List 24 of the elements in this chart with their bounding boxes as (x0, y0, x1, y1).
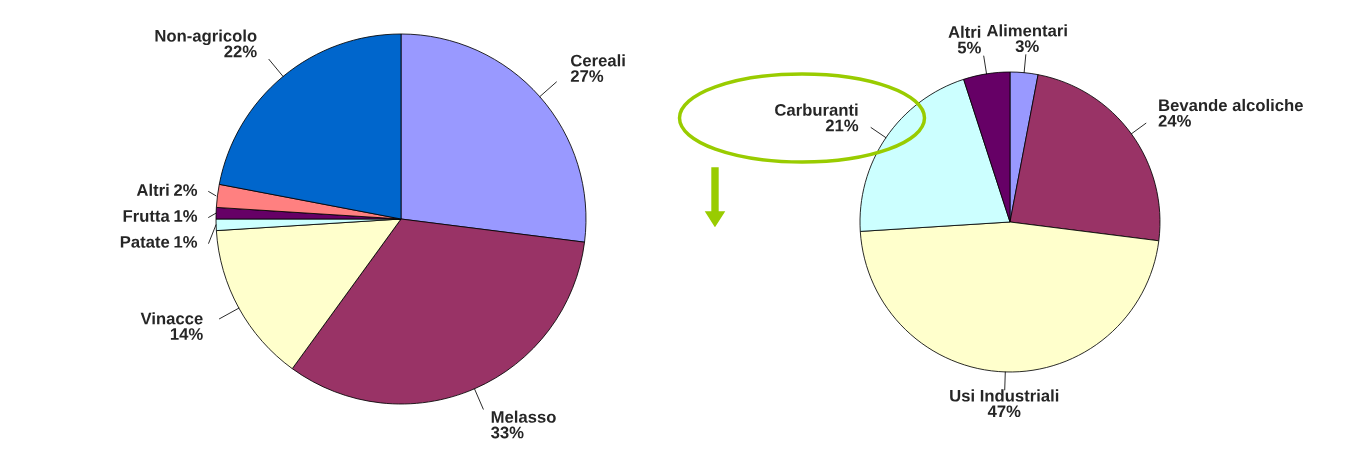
data-label: 33% (491, 426, 524, 439)
slice-label: Melasso (491, 410, 556, 423)
slice-label: Altri (136, 183, 169, 196)
data-label: 21% (825, 119, 859, 132)
data-label: 27% (570, 70, 604, 82)
data-label: 3% (1015, 40, 1039, 53)
slice-label: Altri (948, 25, 981, 38)
slice-label: Bevande alcoliche (1159, 98, 1303, 112)
slice-label: Alimentari (986, 24, 1067, 37)
slice-label: Carburanti (775, 103, 858, 116)
slice-label: Usi Industriali (950, 389, 1059, 402)
data-label: 24% (1158, 114, 1191, 127)
slice-label: Non-agricolo (155, 29, 257, 46)
slice-label: Vinacce (140, 312, 203, 325)
slice-label: Cereali (570, 54, 625, 67)
slice-label: Frutta (123, 210, 170, 222)
data-label: 5% (957, 41, 981, 54)
slice-label: Patate (120, 236, 170, 248)
data-label: 2% (174, 184, 198, 196)
data-label: 1% (174, 236, 198, 248)
data-label: 22% (224, 45, 257, 58)
data-label: 14% (170, 328, 203, 340)
data-label: 1% (174, 210, 198, 222)
data-label: 47% (987, 405, 1021, 418)
